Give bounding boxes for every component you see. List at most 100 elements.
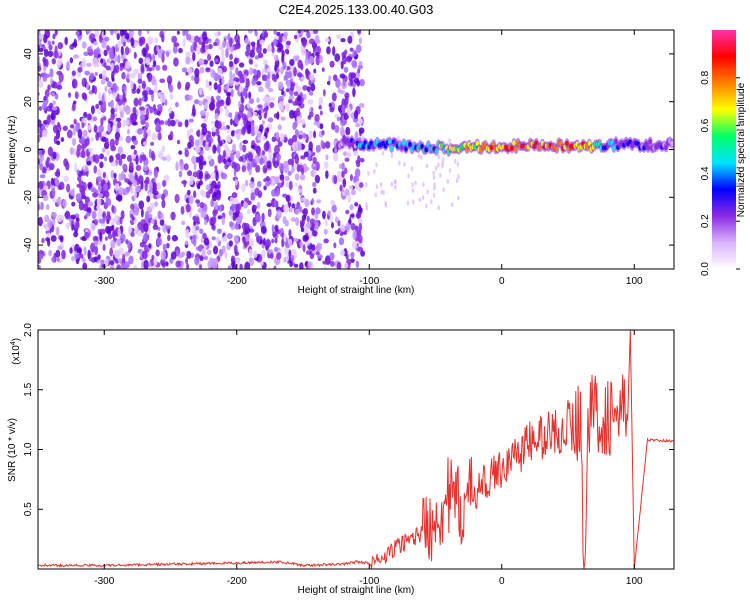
spectrogram-cell — [55, 226, 60, 236]
spectrogram-cell — [242, 201, 249, 209]
spectrogram-cell — [122, 163, 128, 170]
spectrogram-cell — [102, 243, 106, 252]
spectrogram-cell — [110, 112, 115, 121]
spectrogram-cell — [180, 205, 185, 215]
spectrogram-cell — [379, 182, 383, 188]
spectrogram-cell — [119, 110, 124, 119]
spectrogram-cell — [285, 49, 290, 55]
spectrogram-cell — [133, 97, 139, 107]
spectrogram-cell — [273, 200, 277, 208]
spectrogram-cell — [277, 124, 282, 131]
spectrogram-cell — [110, 239, 116, 249]
spectrogram-cell — [184, 149, 190, 158]
spectrogram-cell — [256, 81, 262, 86]
spectrogram-cell — [93, 240, 99, 246]
colorbar-tick-label: 0.4 — [700, 166, 711, 180]
spectrogram-cell — [133, 149, 137, 155]
spectrogram-cell — [69, 189, 75, 196]
spectrogram-cell — [281, 50, 285, 58]
spectrogram-cell — [296, 163, 301, 173]
spectrogram-cell — [323, 238, 329, 244]
spectrogram-cell — [48, 163, 55, 171]
spectrogram-cell — [283, 31, 288, 38]
spectrogram-cell — [367, 171, 370, 177]
spectrogram-cell — [216, 144, 221, 154]
spectrogram-cell — [113, 120, 118, 127]
spectrogram-cell — [352, 87, 356, 98]
spectrogram-cell — [189, 128, 194, 133]
spectrogram-cell — [89, 72, 95, 81]
spectrogram-cell — [345, 188, 350, 196]
spectrogram-cell — [342, 151, 348, 157]
spectrogram-cell — [325, 154, 329, 161]
spectrogram-cell — [247, 107, 254, 113]
spectrogram-cell — [340, 60, 344, 70]
spectrogram-cell — [160, 193, 166, 201]
spectrogram-cell — [124, 60, 131, 69]
spectrogram-cell — [282, 61, 287, 70]
spectrogram-cell — [300, 155, 306, 160]
spectrogram-cell — [161, 199, 166, 209]
spectrogram-cell — [341, 170, 345, 178]
spectrogram-cell — [186, 250, 192, 259]
spectrogram-cell — [105, 214, 112, 222]
spectrogram-cell — [335, 78, 341, 89]
spectrogram-cell — [319, 123, 324, 130]
spectrogram-cell — [274, 224, 279, 232]
spectrogram-cell — [102, 171, 107, 179]
spectrogram-cell — [277, 141, 283, 147]
spectrogram-cell — [256, 69, 261, 79]
spectrogram-cell — [258, 113, 262, 121]
spectrogram-cell — [81, 143, 85, 151]
spectrogram-cell — [336, 116, 340, 122]
spectrogram-cell — [108, 155, 114, 164]
spectrogram-cell — [133, 68, 140, 75]
spectrogram-cell — [288, 180, 293, 191]
spectrogram-cell — [71, 256, 75, 262]
spectrogram-cell — [221, 55, 225, 63]
spectrogram-cell — [171, 35, 178, 44]
spectrogram-cell — [79, 184, 85, 194]
spectrogram-cell — [189, 179, 194, 185]
spectrogram-cell — [276, 153, 281, 162]
spectrogram-cell — [331, 204, 337, 213]
spectrogram-cell — [256, 97, 260, 103]
spectrogram-cell — [225, 147, 231, 158]
spectrogram-cell — [319, 55, 324, 64]
spectrogram-cell — [143, 126, 147, 137]
spectrogram-cell — [186, 189, 191, 196]
spectrogram-cell — [170, 211, 176, 221]
spectrogram-cell — [156, 181, 161, 191]
spectrogram-cell — [190, 75, 195, 81]
spectrogram-cell — [137, 78, 143, 84]
spectrogram-cell — [338, 163, 342, 169]
spectrogram-cell — [355, 260, 360, 269]
spectrogram-cell — [271, 189, 277, 197]
spectrogram-cell — [181, 220, 186, 225]
spectrogram-cell — [155, 122, 160, 131]
spectrogram-cell — [302, 132, 307, 139]
spectrogram-cell — [229, 221, 234, 228]
spectrogram-cell — [253, 111, 258, 116]
spectrogram-cell — [330, 222, 334, 229]
spectrogram-cell — [257, 149, 261, 157]
spectrogram-cell — [288, 207, 293, 213]
spectrogram-cell — [101, 147, 106, 153]
spectrogram-cell — [223, 126, 228, 131]
spectrogram-cell — [149, 202, 156, 210]
spectrogram-cell — [161, 145, 166, 153]
spectrogram-cell — [124, 178, 130, 183]
spectrogram-cell — [120, 170, 125, 181]
spectrogram-cell — [300, 197, 306, 202]
spectrogram-cell — [93, 85, 98, 95]
spectrogram-cell — [278, 35, 283, 43]
spectrogram-cell — [209, 101, 216, 111]
spectrogram-cell — [89, 222, 96, 232]
spectrogram-cell — [157, 232, 161, 239]
spectrogram-cell — [330, 200, 336, 206]
spectrogram-cell — [193, 99, 200, 105]
spectrogram-cell — [117, 228, 121, 238]
spectrogram-cell — [365, 182, 368, 188]
colorbar-scale — [712, 30, 736, 269]
spectrogram-cell — [311, 151, 316, 157]
